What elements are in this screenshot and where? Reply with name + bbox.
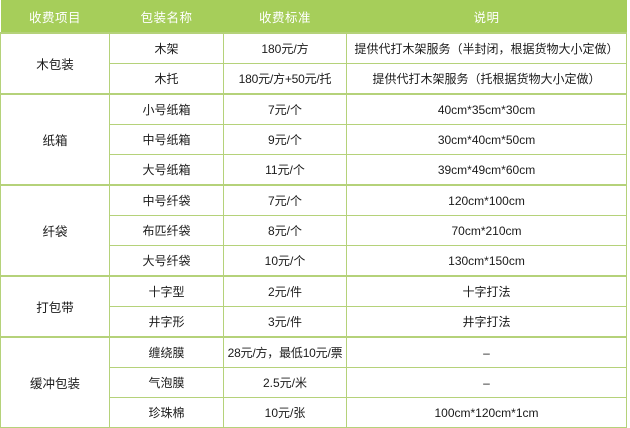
note-cell: 130cm*150cm [346, 245, 627, 277]
table-row: 气泡膜 2.5元/米 – [1, 367, 627, 398]
table-row: 缓冲包装 缠绕膜 28元/方，最低10元/票 – [0, 336, 627, 428]
price-cell: 7元/个 [223, 93, 347, 125]
table-row: 中号纸箱 9元/个 30cm*40cm*50cm [1, 124, 627, 155]
table-row: 纤袋 中号纤袋 7元/个 120cm*100cm [0, 184, 627, 277]
group-label-cell: 打包带 [0, 275, 110, 338]
package-name-cell: 中号纤袋 [109, 184, 224, 216]
table-row: 木包装 木架 180元/方 提供代打木架服务（半封闭，根据货物大小定做） [0, 32, 627, 95]
package-name-cell: 大号纸箱 [109, 154, 224, 186]
table-row: 打包带 十字型 2元/件 十字打法 [0, 275, 627, 338]
note-cell: 70cm*210cm [346, 215, 627, 246]
package-name-cell: 木架 [109, 32, 224, 64]
package-name-cell: 中号纸箱 [109, 124, 224, 155]
note-cell: – [346, 367, 627, 398]
table-row: 纸箱 小号纸箱 7元/个 40cm*35cm*30cm [0, 93, 627, 186]
price-cell: 180元/方 [223, 32, 347, 64]
header-row: 收费项目 包装名称 收费标准 说明 [0, 0, 627, 33]
price-cell: 9元/个 [223, 124, 347, 155]
price-cell: 2元/件 [223, 275, 347, 307]
table-header: 收费项目 包装名称 收费标准 说明 [0, 0, 627, 33]
note-cell: 39cm*49cm*60cm [346, 154, 627, 186]
table-row: 井字形 3元/件 井字打法 [1, 306, 627, 338]
group-label-cell: 木包装 [0, 32, 110, 95]
package-name-cell: 小号纸箱 [109, 93, 224, 125]
note-cell: 十字打法 [346, 275, 627, 307]
price-cell: 3元/件 [223, 306, 347, 338]
table-row: 木托 180元/方+50元/托 提供代打木架服务（托根据货物大小定做） [1, 63, 627, 95]
note-cell: 提供代打木架服务（托根据货物大小定做） [346, 63, 627, 95]
price-cell: 28元/方，最低10元/票 [223, 336, 347, 368]
column-header-package: 包装名称 [109, 0, 224, 33]
package-name-cell: 气泡膜 [109, 367, 224, 398]
price-cell: 8元/个 [223, 215, 347, 246]
column-header-price: 收费标准 [223, 0, 347, 33]
package-name-cell: 井字形 [109, 306, 224, 338]
note-cell: 井字打法 [346, 306, 627, 338]
table-row: 大号纸箱 11元/个 39cm*49cm*60cm [1, 154, 627, 186]
package-name-cell: 布匹纤袋 [109, 215, 224, 246]
package-name-cell: 十字型 [109, 275, 224, 307]
note-cell: 提供代打木架服务（半封闭，根据货物大小定做） [346, 32, 627, 64]
price-cell: 180元/方+50元/托 [223, 63, 347, 95]
price-cell: 11元/个 [223, 154, 347, 186]
price-cell: 10元/个 [223, 245, 347, 277]
table-row: 布匹纤袋 8元/个 70cm*210cm [1, 215, 627, 246]
column-header-item: 收费项目 [0, 0, 110, 33]
package-name-cell: 木托 [109, 63, 224, 95]
price-cell: 10元/张 [223, 397, 347, 428]
group-label-cell: 纸箱 [0, 93, 110, 186]
group-label-cell: 纤袋 [0, 184, 110, 277]
table-body: 木包装 木架 180元/方 提供代打木架服务（半封闭，根据货物大小定做） 木托 180元/… [0, 32, 627, 428]
note-cell: 100cm*120cm*1cm [346, 397, 627, 428]
group-label-cell: 缓冲包装 [0, 336, 110, 428]
price-cell: 2.5元/米 [223, 367, 347, 398]
note-cell: – [346, 336, 627, 368]
column-header-note: 说明 [346, 0, 627, 33]
table-row: 大号纤袋 10元/个 130cm*150cm [1, 245, 627, 277]
note-cell: 30cm*40cm*50cm [346, 124, 627, 155]
package-name-cell: 大号纤袋 [109, 245, 224, 277]
note-cell: 40cm*35cm*30cm [346, 93, 627, 125]
package-name-cell: 缠绕膜 [109, 336, 224, 368]
price-cell: 7元/个 [223, 184, 347, 216]
package-name-cell: 珍珠棉 [109, 397, 224, 428]
note-cell: 120cm*100cm [346, 184, 627, 216]
